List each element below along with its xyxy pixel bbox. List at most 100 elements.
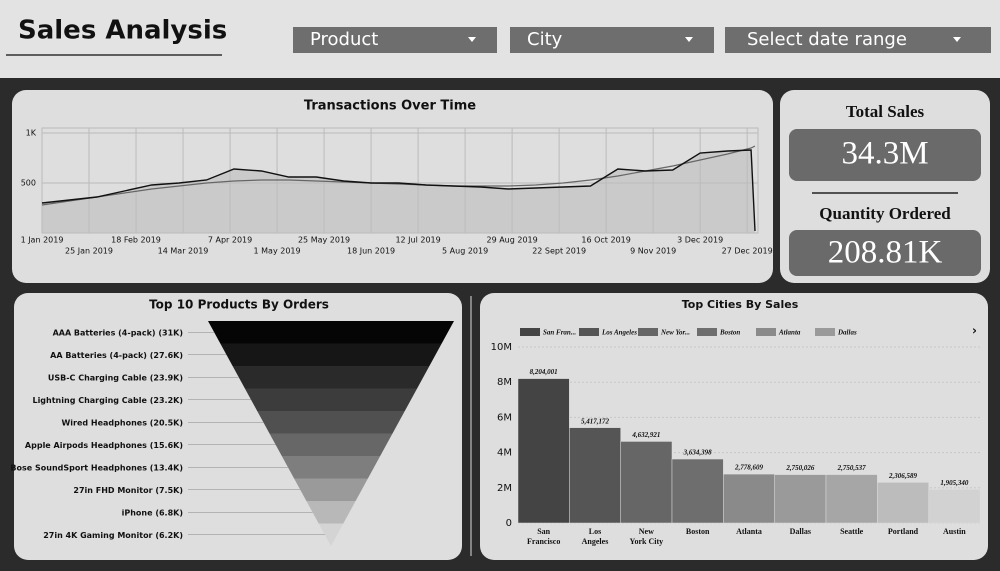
- funnel-label: 27in FHD Monitor (7.5K): [73, 485, 183, 494]
- y-tick-label: 8M: [497, 377, 512, 388]
- dropdown-box[interactable]: [293, 27, 497, 53]
- chart-title: Transactions Over Time: [304, 99, 476, 114]
- legend-label: San Fran...: [543, 329, 576, 337]
- x-tick-label: 5 Aug 2019: [442, 247, 488, 256]
- bar: [928, 489, 981, 524]
- kpi-label: Quantity Ordered: [819, 204, 951, 223]
- value-label: (13.4K): [150, 463, 183, 472]
- bar: [825, 474, 878, 524]
- bar: [620, 441, 673, 524]
- filter-product[interactable]: Product: [293, 27, 497, 53]
- x-tick-line: York City: [630, 537, 664, 546]
- x-tick-label: 25 Jan 2019: [65, 247, 113, 256]
- x-tick-label: 9 Nov 2019: [630, 247, 676, 256]
- x-tick-line: Los: [589, 527, 601, 536]
- bar: [569, 427, 621, 524]
- x-tick-label: 29 Aug 2019: [486, 236, 537, 245]
- x-tick-label: Boston: [686, 527, 710, 536]
- value-label: 2,778,609: [734, 464, 764, 472]
- kpi-value: 208.81K: [828, 235, 943, 271]
- value-label: (20.5K): [150, 418, 183, 427]
- value-label: 2,306,589: [888, 472, 918, 480]
- funnel-label: Bose SoundSport Headphones (13.4K): [10, 463, 183, 472]
- y-tick-label: 0: [506, 518, 512, 529]
- category-label: AAA Batteries (4-pack): [53, 328, 156, 337]
- filter-date[interactable]: Select date range: [725, 27, 991, 53]
- funnel-segment: [257, 411, 405, 434]
- funnel-label: AA Batteries (4-pack) (27.6K): [50, 350, 183, 359]
- funnel-segment: [232, 366, 430, 389]
- legend-swatch: [638, 328, 658, 336]
- category-label: Lightning Charging Cable: [32, 395, 147, 404]
- category-label: Wired Headphones: [61, 418, 147, 427]
- funnel-label: Wired Headphones (20.5K): [61, 418, 183, 427]
- value-label: 8,204,001: [530, 368, 558, 376]
- x-tick-label: 12 Jul 2019: [395, 236, 440, 245]
- funnel-segment: [294, 478, 368, 501]
- legend-swatch: [697, 328, 717, 336]
- value-label: (27.6K): [150, 350, 183, 359]
- bar: [517, 378, 570, 524]
- x-tick-line: San: [537, 527, 550, 536]
- legend-label: Boston: [719, 329, 740, 337]
- funnel-segment: [306, 501, 356, 524]
- funnel-segment: [281, 456, 381, 479]
- dropdown-label[interactable]: City: [527, 29, 563, 50]
- x-tick-label: 18 Jun 2019: [347, 247, 395, 256]
- y-tick-label: 1K: [26, 129, 37, 138]
- value-label: 2,750,537: [837, 464, 867, 472]
- dropdown-label[interactable]: Product: [310, 29, 378, 50]
- line: [41, 149, 756, 232]
- page-title: Sales Analysis: [18, 16, 227, 46]
- y-tick-label: 2M: [497, 483, 512, 494]
- value-label: 5,417,172: [581, 417, 610, 425]
- category-label: Apple Airpods Headphones: [25, 440, 147, 449]
- category-label: Bose SoundSport Headphones: [10, 463, 147, 472]
- value-label: 2,750,026: [785, 464, 815, 472]
- category-label: iPhone: [122, 508, 153, 517]
- value-label: (15.6K): [150, 440, 183, 449]
- y-tick-label: 6M: [497, 412, 512, 423]
- y-tick-label: 4M: [497, 448, 512, 459]
- bar: [877, 482, 929, 524]
- value-label: 3,634,398: [683, 449, 713, 457]
- value-label: (6.2K): [155, 530, 183, 539]
- chart-title: Top 10 Products By Orders: [149, 298, 329, 312]
- category-label: 27in 4K Gaming Monitor: [43, 530, 152, 539]
- x-tick-label: 3 Dec 2019: [677, 236, 723, 245]
- legend-swatch: [815, 328, 835, 336]
- category-label: AA Batteries (4-pack): [50, 350, 147, 359]
- dropdown-caret[interactable]: [953, 37, 961, 42]
- legend-swatch: [756, 328, 776, 336]
- x-tick-label: Seattle: [840, 527, 864, 536]
- x-tick-label: 14 Mar 2019: [158, 247, 209, 256]
- bar: [774, 474, 827, 524]
- legend-next[interactable]: ›: [972, 324, 977, 338]
- dropdown-box[interactable]: [510, 27, 714, 53]
- legend-label: Atlanta: [778, 329, 801, 337]
- kpi-box: [789, 129, 981, 181]
- y-tick-label: 10M: [491, 342, 512, 353]
- value-label: (7.5K): [155, 485, 183, 494]
- x-tick-label: 7 Apr 2019: [208, 236, 252, 245]
- x-tick-label: New York City: [630, 527, 664, 546]
- x-tick-label: 18 Feb 2019: [111, 236, 161, 245]
- funnel-label: Apple Airpods Headphones (15.6K): [25, 440, 183, 449]
- filter-city[interactable]: City: [510, 27, 714, 53]
- x-tick-line: Francisco: [527, 537, 560, 546]
- kpi-box: [789, 230, 981, 276]
- legend-label: New Yor...: [660, 329, 690, 337]
- x-tick-label: 1 Jan 2019: [21, 236, 64, 245]
- x-tick-label: 16 Oct 2019: [581, 236, 630, 245]
- bar: [671, 458, 724, 524]
- dropdown-caret[interactable]: [685, 37, 693, 42]
- x-tick-line: New: [639, 527, 654, 536]
- legend-label: Los Angeles: [601, 329, 637, 337]
- dropdown-box[interactable]: [725, 27, 991, 53]
- area: [42, 150, 755, 233]
- legend-swatch: [520, 328, 540, 336]
- chart-title: Top Cities By Sales: [682, 298, 799, 311]
- dropdown-label[interactable]: Select date range: [747, 29, 907, 50]
- dropdown-caret[interactable]: [468, 37, 476, 42]
